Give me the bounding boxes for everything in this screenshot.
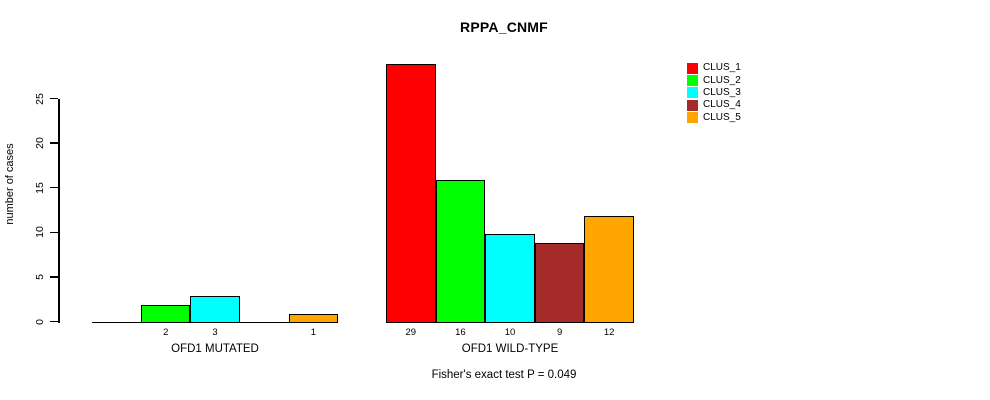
y-tick-label: 5 — [34, 273, 46, 280]
y-tick-label: 15 — [34, 181, 46, 194]
group-label-ofd1-wild-type: OFD1 WILD-TYPE — [461, 343, 559, 355]
y-axis-tick — [50, 186, 58, 189]
chart-title: RPPA_CNMF — [460, 19, 548, 35]
legend-swatch-clus-1 — [687, 62, 698, 74]
legend-label: CLUS_1 — [703, 62, 741, 74]
bar-value-label: 16 — [455, 327, 466, 338]
y-axis-tick — [50, 142, 58, 144]
legend-swatch-clus-5 — [687, 112, 698, 124]
y-tick-label: 20 — [34, 137, 46, 149]
y-tick-label: 10 — [34, 226, 46, 239]
legend-label: CLUS_3 — [703, 86, 741, 98]
bar-value-label: 12 — [603, 327, 615, 338]
bar-value-label: 1 — [310, 327, 317, 338]
bar-clus-1-ofd1-wild-type — [386, 64, 436, 323]
bar-clus-2-ofd1-mutated — [141, 305, 191, 323]
legend-label: CLUS_2 — [703, 74, 741, 86]
legend-item-clus-2: CLUS_2 — [687, 74, 741, 87]
group-label-ofd1-mutated: OFD1 MUTATED — [171, 343, 259, 355]
legend: CLUS_1 CLUS_2 CLUS_3 CLUS_4 CLUS_5 — [687, 62, 741, 124]
y-axis-tick — [50, 231, 58, 234]
y-axis-line — [58, 99, 60, 323]
legend-item-clus-1: CLUS_1 — [687, 62, 741, 74]
y-tick-label: 0 — [34, 318, 46, 325]
bar-clus-4-ofd1-wild-type — [534, 242, 585, 323]
bar-clus-5-ofd1-wild-type — [584, 215, 634, 323]
y-axis-tick — [50, 320, 58, 323]
legend-item-clus-4: CLUS_4 — [687, 99, 741, 111]
bar-value-label: 3 — [212, 327, 218, 338]
y-axis-label: number of cases — [4, 143, 16, 225]
bar-clus-5-ofd1-mutated — [288, 314, 338, 323]
bar-clus-3-ofd1-wild-type — [485, 233, 535, 323]
legend-swatch-clus-4 — [687, 99, 698, 111]
bar-clus-3-ofd1-mutated — [190, 296, 240, 323]
y-axis-tick — [50, 97, 58, 100]
bar-value-label: 2 — [163, 327, 169, 338]
bar-clus-2-ofd1-wild-type — [435, 180, 486, 323]
legend-item-clus-3: CLUS_3 — [687, 87, 741, 99]
legend-label: CLUS_5 — [703, 111, 741, 123]
bar-value-label: 10 — [504, 327, 516, 338]
legend-swatch-clus-3 — [687, 87, 698, 99]
legend-swatch-clus-2 — [687, 75, 698, 87]
legend-label: CLUS_4 — [703, 99, 741, 111]
fisher-test-annotation: Fisher's exact test P = 0.049 — [431, 369, 577, 381]
y-tick-label: 25 — [34, 92, 46, 105]
bar-value-label: 29 — [405, 327, 417, 338]
legend-item-clus-5: CLUS_5 — [687, 112, 741, 124]
y-axis-tick — [50, 276, 58, 278]
bar-value-label: 9 — [556, 327, 563, 338]
